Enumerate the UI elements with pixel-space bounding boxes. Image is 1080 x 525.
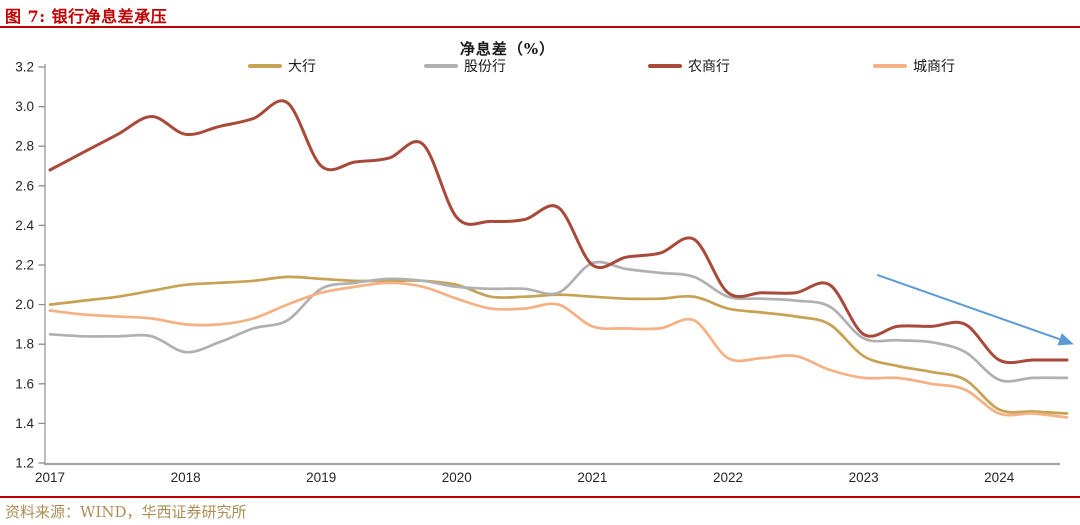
- y-tick-label: 2.2: [15, 258, 34, 273]
- legend-label-gufenhang: 股份行: [464, 59, 506, 75]
- y-tick-label: 2.4: [15, 218, 34, 233]
- trend-arrow-head: [1057, 333, 1074, 346]
- legend-swatch-nongshanghang: [648, 64, 682, 68]
- legend-label-nongshanghang: 农商行: [688, 59, 730, 75]
- x-tick-label: 2018: [171, 470, 201, 485]
- legend-swatch-gufenhang: [424, 64, 458, 68]
- y-tick-label: 3.0: [15, 99, 34, 114]
- y-tick-label: 1.4: [15, 416, 34, 431]
- trend-arrow-shaft: [876, 273, 1060, 341]
- x-tick-label: 2022: [713, 470, 743, 485]
- x-tick-label: 2024: [984, 470, 1015, 485]
- source-note: 资料来源：WIND，华西证券研究所: [5, 503, 247, 521]
- title-divider: [0, 26, 1080, 28]
- legend-item-nongshanghang: 农商行: [648, 58, 730, 75]
- chart-title: 净息差（%）: [459, 40, 556, 58]
- series-line-0: [48, 275, 1069, 415]
- figure-title: 图 7: 银行净息差承压: [5, 7, 168, 26]
- legend-swatch-chengshanghang: [873, 64, 907, 68]
- legend-item-dahang: 大行: [248, 58, 316, 75]
- x-tick-label: 2020: [442, 470, 472, 485]
- legend-label-chengshanghang: 城商行: [913, 59, 955, 75]
- y-tick-label: 1.2: [15, 456, 34, 471]
- series-line-3: [48, 281, 1069, 419]
- legend-swatch-dahang: [248, 64, 282, 68]
- y-tick-label: 3.2: [15, 60, 34, 75]
- legend-label-dahang: 大行: [288, 59, 316, 75]
- x-tick-label: 2023: [849, 470, 879, 485]
- y-tick-label: 2.0: [15, 297, 34, 312]
- y-tick-label: 1.8: [15, 337, 34, 352]
- legend-item-chengshanghang: 城商行: [873, 58, 955, 75]
- x-tick-label: 2021: [577, 470, 607, 485]
- footer-divider: [0, 496, 1080, 498]
- x-tick-label: 2019: [306, 470, 336, 485]
- y-tick-label: 2.8: [15, 139, 34, 154]
- y-tick-label: 1.6: [15, 376, 34, 391]
- x-tick-label: 2017: [35, 470, 65, 485]
- y-tick-label: 2.6: [15, 178, 34, 193]
- series-line-2: [48, 99, 1069, 365]
- series-line-1: [48, 260, 1069, 383]
- legend-item-gufenhang: 股份行: [424, 58, 506, 75]
